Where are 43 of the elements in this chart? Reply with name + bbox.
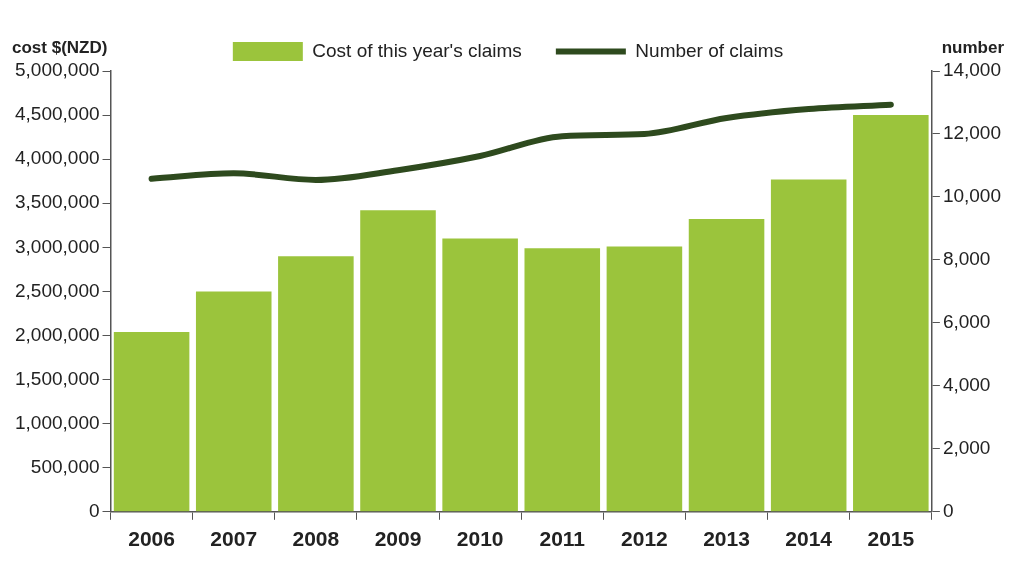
x-tick-label: 2013: [703, 527, 750, 551]
y2-tick-label: 12,000: [942, 122, 1002, 144]
bar: [278, 256, 354, 512]
y-tick-label: 500,000: [30, 455, 100, 477]
y-tick-label: 1,000,000: [14, 411, 100, 433]
bar: [688, 219, 765, 512]
x-tick-label: 2009: [374, 527, 422, 551]
y2-tick-label: 4,000: [942, 374, 991, 396]
x-tick-label: 2007: [210, 527, 258, 551]
y-tick-label: 1,500,000: [14, 367, 100, 389]
bar: [113, 331, 190, 512]
y2-tick-label: 8,000: [942, 248, 991, 270]
y-tick-label: 4,500,000: [14, 103, 100, 125]
legend-label: Cost of this year's claims: [312, 39, 522, 61]
x-tick-label: 2010: [456, 527, 504, 551]
y2-tick-label: 6,000: [942, 311, 991, 333]
bar: [853, 115, 929, 512]
y-tick-label: 2,000,000: [14, 323, 100, 345]
y-axis-title: cost $(NZD): [12, 38, 108, 58]
y-tick-label: 3,000,000: [14, 235, 100, 257]
y-tick-label: 5,000,000: [14, 59, 100, 81]
y-tick-label: 3,500,000: [14, 191, 100, 213]
x-tick-label: 2006: [128, 527, 175, 551]
bar: [442, 238, 518, 512]
y2-tick-label: 2,000: [942, 437, 991, 459]
x-tick-label: 2015: [867, 527, 915, 551]
y-tick-label: 4,000,000: [14, 147, 100, 169]
bar: [606, 246, 683, 512]
x-tick-label: 2012: [621, 527, 668, 551]
y-tick-label: 0: [88, 500, 100, 522]
y2-axis-title: number: [941, 38, 1005, 58]
x-tick-label: 2011: [539, 527, 586, 551]
x-tick-label: 2008: [292, 527, 340, 551]
legend-label: Number of claims: [635, 39, 784, 61]
y2-tick-label: 14,000: [942, 59, 1002, 81]
y2-tick-label: 10,000: [942, 185, 1002, 207]
bar: [360, 210, 436, 512]
y-tick-label: 2,500,000: [14, 279, 100, 301]
bar: [195, 291, 272, 512]
x-tick-label: 2014: [785, 527, 833, 551]
bar: [770, 179, 847, 512]
bar: [524, 248, 601, 512]
y2-tick-label: 0: [942, 500, 954, 522]
